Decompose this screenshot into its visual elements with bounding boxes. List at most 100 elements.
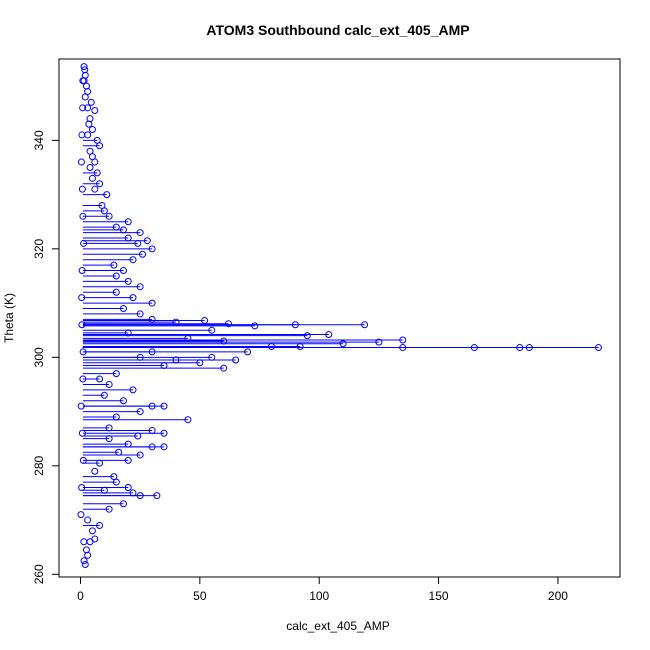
data-point: [220, 364, 228, 372]
data-point: [112, 272, 120, 280]
data-point: [153, 492, 161, 500]
data-point: [160, 402, 168, 410]
data-point: [78, 131, 86, 139]
data-point: [303, 332, 311, 340]
data-point: [119, 305, 127, 313]
data-layer: [77, 63, 603, 569]
y-tick-label: 300: [32, 347, 46, 367]
data-point: [80, 557, 88, 565]
data-point: [84, 104, 92, 112]
data-point: [88, 126, 96, 134]
data-point: [136, 310, 144, 318]
chart-title: ATOM3 Southbound calc_ext_405_AMP: [206, 22, 469, 38]
data-point: [124, 218, 132, 226]
y-tick-label: 280: [32, 455, 46, 475]
data-point: [96, 375, 104, 383]
data-point: [251, 322, 259, 330]
y-axis: 260 280 300 320 340: [32, 130, 60, 584]
data-point: [79, 456, 87, 464]
data-point: [136, 283, 144, 291]
data-point: [136, 451, 144, 459]
x-tick-label: 150: [429, 589, 449, 603]
data-point: [119, 397, 127, 405]
data-point: [208, 353, 216, 361]
data-point: [148, 402, 156, 410]
y-axis-label: Theta (K): [2, 293, 16, 343]
data-point: [77, 402, 85, 410]
data-point: [136, 229, 144, 237]
y-tick-label: 260: [32, 564, 46, 584]
data-point: [172, 318, 180, 326]
data-point: [82, 546, 90, 554]
x-tick-label: 100: [309, 589, 329, 603]
data-point: [119, 267, 127, 275]
data-point: [93, 136, 101, 144]
data-point: [91, 185, 99, 193]
data-point: [129, 489, 137, 497]
data-point: [78, 267, 86, 275]
y-tick-label: 340: [32, 130, 46, 150]
data-point: [110, 473, 118, 481]
data-point: [81, 71, 89, 79]
data-point: [129, 386, 137, 394]
data-point: [81, 561, 89, 569]
data-point: [86, 115, 94, 123]
data-point: [105, 424, 113, 432]
data-point: [86, 163, 94, 171]
data-point: [119, 500, 127, 508]
x-axis-label: calc_ext_405_AMP: [286, 619, 389, 633]
data-point: [244, 348, 252, 356]
data-point: [78, 429, 86, 437]
data-point: [124, 234, 132, 242]
data-point: [91, 467, 99, 475]
data-point: [81, 66, 89, 74]
data-point: [79, 104, 87, 112]
data-point: [91, 107, 99, 115]
data-point: [80, 63, 88, 71]
data-point: [112, 370, 120, 378]
x-tick-label: 200: [548, 589, 568, 603]
data-point: [78, 321, 86, 329]
data-point: [148, 427, 156, 435]
data-point: [129, 256, 137, 264]
data-point: [339, 340, 347, 348]
data-point: [119, 226, 127, 234]
data-point: [124, 440, 132, 448]
data-point: [79, 375, 87, 383]
data-point: [148, 245, 156, 253]
data-point: [136, 492, 144, 500]
data-point: [129, 294, 137, 302]
data-point: [595, 344, 603, 352]
data-point: [87, 98, 95, 106]
data-point: [124, 277, 132, 285]
x-tick-label: 50: [193, 589, 207, 603]
data-point: [375, 338, 383, 346]
data-point: [112, 223, 120, 231]
data-point: [184, 416, 192, 424]
x-axis: 0 50 100 150 200: [77, 576, 568, 603]
data-point: [143, 237, 151, 245]
data-point: [77, 511, 85, 519]
data-point: [78, 185, 86, 193]
data-point: [78, 294, 86, 302]
data-point: [78, 484, 86, 492]
data-point: [112, 413, 120, 421]
data-point: [112, 288, 120, 296]
data-point: [160, 443, 168, 451]
data-point: [105, 505, 113, 513]
data-point: [232, 356, 240, 364]
y-tick-label: 320: [32, 239, 46, 259]
data-point: [115, 448, 123, 456]
data-point: [208, 326, 216, 334]
data-point: [325, 331, 333, 339]
data-point: [93, 169, 101, 177]
data-point: [88, 174, 96, 182]
data-point: [86, 147, 94, 155]
data-point: [88, 527, 96, 535]
x-tick-label: 0: [77, 589, 84, 603]
data-point: [79, 348, 87, 356]
data-point: [80, 538, 88, 546]
data-point: [105, 380, 113, 388]
data-point: [124, 456, 132, 464]
data-point: [84, 516, 92, 524]
